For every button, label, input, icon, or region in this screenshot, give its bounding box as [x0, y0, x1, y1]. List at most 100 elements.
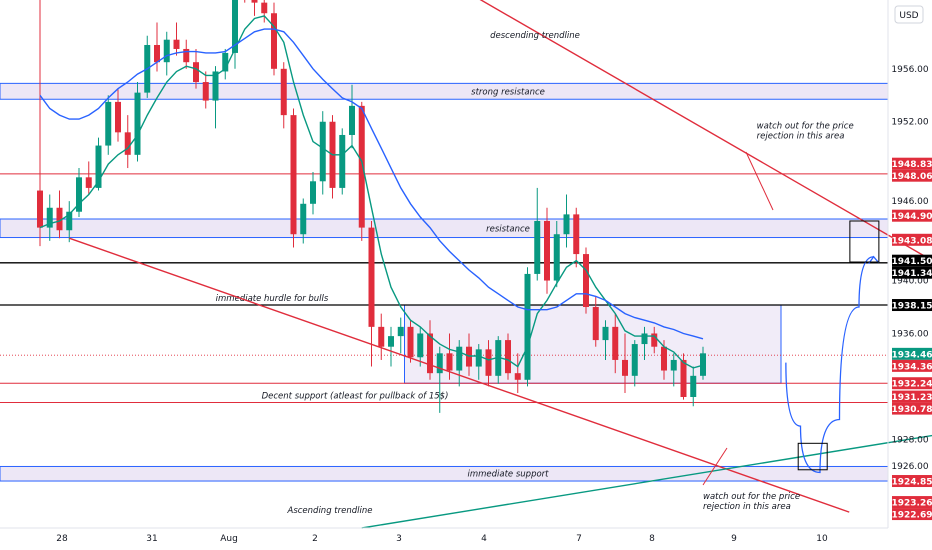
horizontal-line-label: Decent support (atleast for pullback of …: [262, 392, 449, 402]
price-label-badge: [892, 254, 932, 267]
zones-layer: strong resistance resistance immediate sup…: [0, 82, 889, 482]
candle-body: [563, 214, 570, 235]
candle-body: [690, 375, 697, 397]
zone-label: strong resistance: [471, 87, 545, 97]
annotation-line-1: watch out for the price: [703, 492, 800, 502]
price-label-text: 1948.83: [892, 160, 932, 170]
candle-body: [407, 326, 414, 358]
candle-body: [222, 52, 229, 72]
zone-label: resistance: [486, 224, 530, 234]
price-label-text: 1923.26: [892, 499, 932, 509]
candle-body: [232, 0, 238, 53]
candle-body: [261, 2, 268, 14]
candle-body: [105, 101, 112, 146]
price-label-badge: [892, 299, 932, 312]
trendline-label: descending trendline: [490, 31, 580, 41]
x-tick-label: 8: [649, 534, 655, 544]
candle-body: [349, 105, 355, 135]
price-label-text: 1941.50: [892, 257, 932, 267]
candle-body: [37, 190, 43, 228]
candle-body: [378, 326, 385, 347]
candle-body: [66, 211, 73, 231]
x-tick-label: 9: [731, 534, 737, 544]
x-tick-label: 7: [576, 534, 582, 544]
zone-band: [0, 218, 889, 239]
price-label-badge: [892, 266, 932, 279]
candle-body: [446, 353, 453, 371]
candle-body: [280, 68, 287, 116]
horizontal-lines-layer: immediate hurdle for bulls Decent support…: [0, 173, 888, 404]
price-label-badge: [892, 209, 932, 222]
price-label-text: 1932.24: [892, 380, 932, 390]
horizontal-line-label: immediate hurdle for bulls: [216, 294, 329, 304]
price-label-badge: [892, 402, 932, 415]
candle-body: [76, 177, 82, 212]
candle-body: [319, 121, 326, 182]
price-label-text: 1934.36: [892, 362, 932, 372]
currency-label: USD: [899, 11, 918, 21]
candle-body: [436, 353, 443, 374]
candle-body: [670, 359, 677, 371]
callout-pointer: [702, 447, 728, 486]
candle-body: [661, 346, 667, 371]
trendline: [479, 0, 932, 262]
candle-body: [553, 234, 560, 281]
candle-body: [163, 39, 170, 63]
price-label-text: 1931.23: [892, 393, 932, 403]
candle-body: [427, 333, 433, 374]
projection-path: [785, 256, 874, 474]
candle-body: [397, 326, 404, 337]
annotation-line-1: watch out for the price: [757, 121, 854, 131]
x-tick-label: 28: [56, 534, 68, 544]
candle-body: [485, 349, 492, 376]
projection-arrowhead: [868, 255, 880, 265]
moving-averages-layer: [39, 15, 704, 369]
candle-body: [592, 307, 599, 341]
candle-body: [631, 344, 638, 376]
price-label-badge: [892, 496, 932, 509]
candle-body: [622, 359, 628, 376]
y-tick-label: 1946.00: [891, 197, 928, 207]
price-label-text: 1944.90: [892, 212, 932, 222]
candle-body: [183, 48, 190, 63]
y-tick-label: 1926.00: [891, 462, 928, 472]
candle-body: [193, 62, 199, 83]
candle-body: [290, 115, 297, 235]
candle-body: [388, 336, 394, 347]
trendline: [361, 434, 932, 529]
y-tick-label: 1936.00: [891, 329, 928, 339]
candle-body: [95, 145, 102, 188]
candle-body: [612, 326, 619, 360]
trendline-label: Ascending trendline: [287, 506, 373, 516]
price-label-text: 1924.85: [892, 478, 932, 488]
price-label-text: 1938.15: [892, 302, 932, 312]
candle-body: [358, 105, 365, 228]
candle-body: [602, 326, 609, 341]
x-tick-label: 3: [396, 534, 402, 544]
x-tick-label: Aug: [220, 534, 238, 544]
price-label-badge: [892, 377, 932, 390]
candle-body: [544, 220, 550, 281]
y-tick-label: 1940.00: [891, 277, 928, 287]
callout-pointer: [745, 151, 774, 211]
candle-body: [583, 254, 589, 308]
price-label-text: 1943.08: [892, 236, 932, 246]
zone-band: [0, 82, 889, 100]
candle-body: [173, 39, 180, 49]
price-label-badge: [892, 157, 932, 170]
x-tick-label: 4: [481, 534, 487, 544]
currency-badge[interactable]: [894, 5, 924, 24]
candle-body: [56, 207, 63, 231]
price-label-text: 1930.78: [892, 405, 932, 415]
candle-body: [368, 227, 375, 327]
trendline: [69, 237, 850, 513]
price-label-badge: [892, 508, 932, 521]
candle-body: [641, 333, 648, 345]
y-tick-label: 1952.00: [891, 118, 928, 128]
candle-body: [85, 177, 92, 188]
candle-body: [514, 373, 521, 380]
x-tick-label: 10: [816, 534, 828, 544]
candle-body: [505, 340, 511, 374]
target-box: [797, 442, 828, 471]
